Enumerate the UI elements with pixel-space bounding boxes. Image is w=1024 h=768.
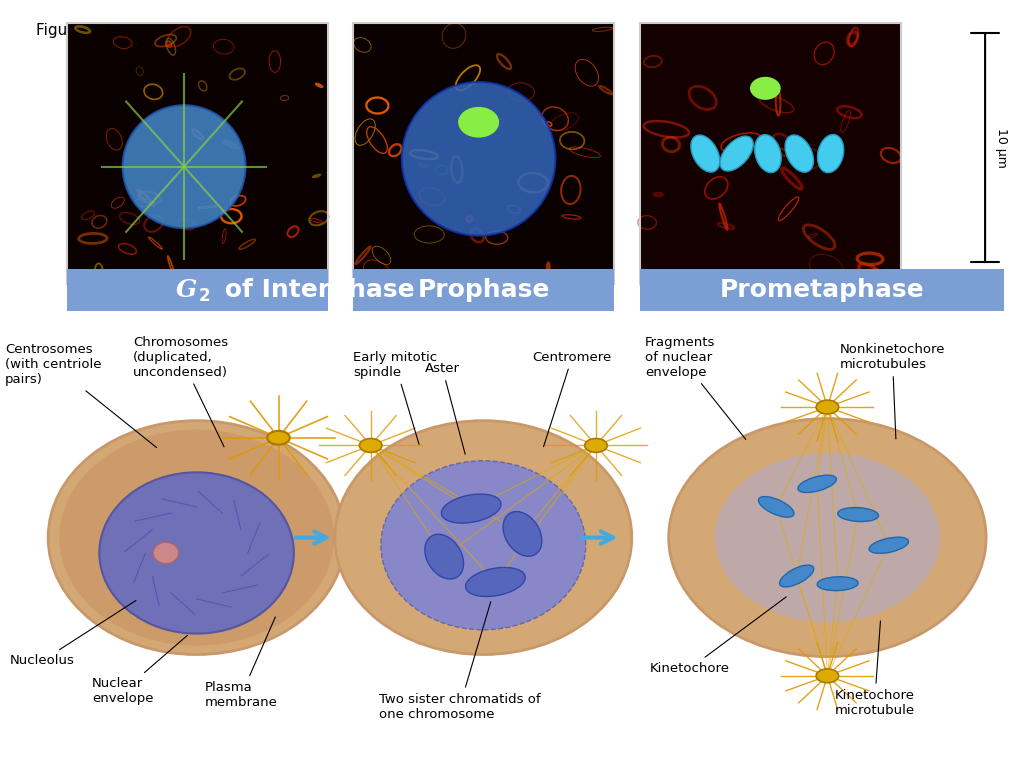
Bar xyxy=(353,23,614,284)
Ellipse shape xyxy=(869,537,908,554)
Text: Nuclear
envelope: Nuclear envelope xyxy=(92,635,187,705)
Ellipse shape xyxy=(585,439,607,452)
Text: Kinetochore
microtubule: Kinetochore microtubule xyxy=(835,621,914,717)
Text: Chromosomes
(duplicated,
uncondensed): Chromosomes (duplicated, uncondensed) xyxy=(133,336,228,447)
Text: Aster: Aster xyxy=(425,362,465,454)
Ellipse shape xyxy=(425,535,464,579)
Ellipse shape xyxy=(359,439,382,452)
Ellipse shape xyxy=(720,136,754,171)
Ellipse shape xyxy=(335,421,632,654)
Bar xyxy=(640,23,901,284)
Text: Fragments
of nuclear
envelope: Fragments of nuclear envelope xyxy=(645,336,745,439)
Text: Centrosomes
(with centriole
pairs): Centrosomes (with centriole pairs) xyxy=(5,343,157,448)
Ellipse shape xyxy=(59,429,334,646)
Ellipse shape xyxy=(798,475,837,492)
Text: Nucleolus: Nucleolus xyxy=(10,601,136,667)
Ellipse shape xyxy=(779,565,814,587)
Text: Plasma
membrane: Plasma membrane xyxy=(205,617,278,709)
Ellipse shape xyxy=(401,82,555,236)
Text: Kinetochore: Kinetochore xyxy=(650,597,786,674)
Ellipse shape xyxy=(785,135,813,172)
Text: Two sister chromatids of
one chromosome: Two sister chromatids of one chromosome xyxy=(379,601,541,720)
Ellipse shape xyxy=(669,419,986,657)
FancyBboxPatch shape xyxy=(640,269,1004,311)
Text: 10 μm: 10 μm xyxy=(995,127,1008,167)
Text: Early mitotic
spindle: Early mitotic spindle xyxy=(353,351,437,445)
Ellipse shape xyxy=(817,577,858,591)
Bar xyxy=(67,23,328,284)
Ellipse shape xyxy=(458,107,499,137)
Text: 2: 2 xyxy=(199,287,210,305)
Ellipse shape xyxy=(99,472,294,634)
Ellipse shape xyxy=(466,568,525,597)
Ellipse shape xyxy=(267,431,290,445)
Text: Nonkinetochore
microtubules: Nonkinetochore microtubules xyxy=(840,343,945,439)
Bar xyxy=(353,23,614,284)
Bar xyxy=(640,23,901,284)
Ellipse shape xyxy=(48,421,345,654)
Ellipse shape xyxy=(381,461,586,630)
Text: Figure 9.7a: Figure 9.7a xyxy=(36,23,121,38)
Bar xyxy=(67,23,328,284)
Ellipse shape xyxy=(441,494,501,523)
FancyBboxPatch shape xyxy=(67,269,328,311)
Text: Centromere: Centromere xyxy=(532,351,611,447)
Ellipse shape xyxy=(816,669,839,683)
Ellipse shape xyxy=(715,453,940,622)
Text: Prophase: Prophase xyxy=(418,278,550,302)
Text: of Interphase: of Interphase xyxy=(215,278,414,302)
Ellipse shape xyxy=(123,105,246,228)
Ellipse shape xyxy=(503,511,542,556)
Ellipse shape xyxy=(691,135,720,172)
Ellipse shape xyxy=(816,400,839,414)
Ellipse shape xyxy=(838,508,879,521)
Ellipse shape xyxy=(755,134,781,173)
Ellipse shape xyxy=(154,542,179,564)
Ellipse shape xyxy=(817,134,844,173)
Ellipse shape xyxy=(750,77,780,100)
Text: G: G xyxy=(176,278,197,302)
FancyBboxPatch shape xyxy=(353,269,614,311)
Text: Prometaphase: Prometaphase xyxy=(720,278,924,302)
Ellipse shape xyxy=(759,497,794,517)
